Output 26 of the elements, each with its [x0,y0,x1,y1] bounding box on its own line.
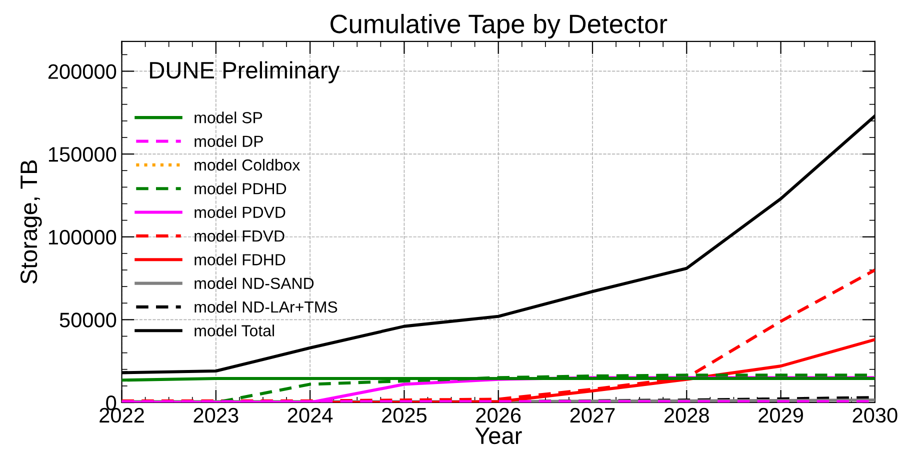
legend-label: model ND-SAND [194,277,314,290]
y-axis-title: Storage, TB [20,160,42,284]
legend-label: model FDHD [194,254,286,266]
x-tick-label: 2025 [382,408,427,423]
x-tick-label: 2027 [570,408,615,423]
y-tick-label: 200000 [48,64,116,79]
y-tick-label: 100000 [48,230,116,245]
y-tick-label: 50000 [60,312,116,328]
annotation: DUNE Preliminary [150,61,340,84]
legend-label: model ND-LAr+TMS [194,300,338,313]
x-tick-label: 2026 [476,408,521,423]
legend-label: model PDHD [194,182,286,194]
y-tick-label: 150000 [48,147,116,162]
legend-label: model FDVD [194,230,284,242]
legend-label: model SP [194,112,262,124]
x-tick-label: 2028 [664,408,709,423]
x-axis-title: Year [475,428,522,444]
x-tick-label: 2023 [194,408,238,423]
x-tick-label: 2029 [758,408,803,423]
legend-label: model Coldbox [194,158,300,171]
chart-title: Cumulative Tape by Detector [330,14,668,39]
legend-label: model DP [194,135,263,147]
legend-label: model Total [194,324,274,336]
x-tick-label: 2024 [288,408,333,423]
x-tick-label: 2030 [852,408,898,423]
legend-label: model PDVD [194,206,286,218]
